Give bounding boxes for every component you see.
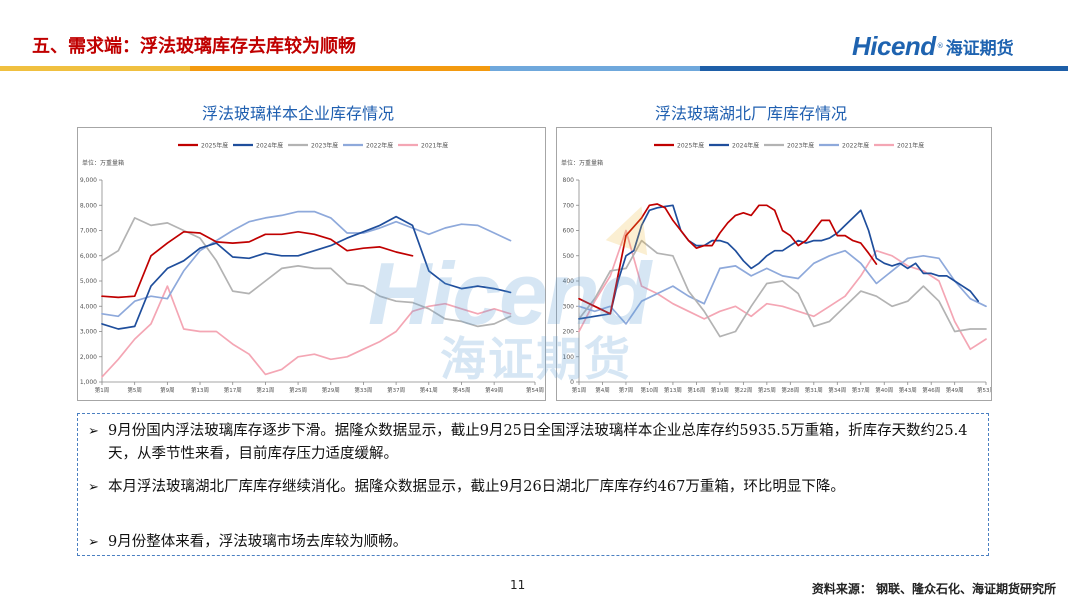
page-number: 11 — [510, 578, 526, 592]
bullet-item: ➢ 本月浮法玻璃湖北厂库库存继续消化。据隆众数据显示，截止9月26日湖北厂库库存… — [88, 476, 976, 499]
hubei-inventory-series-line — [578, 239, 987, 338]
sample-inventory-legend-label: 2022年度 — [366, 142, 393, 150]
header-stripe-darkblue — [700, 66, 1068, 71]
hubei-inventory-legend-label: 2021年度 — [897, 142, 924, 150]
sample-inventory-x-tick-label: 第54周 — [526, 386, 544, 394]
hubei-inventory-x-tick-label: 第25周 — [758, 386, 776, 394]
sample-inventory-legend-label: 2025年度 — [201, 142, 228, 150]
sample-inventory-series-line — [101, 210, 512, 318]
sample-inventory-y-tick-label: 6,000 — [80, 253, 97, 260]
hubei-inventory-y-tick-label: 800 — [563, 177, 575, 184]
sample-inventory-unit-label: 单位：万重量箱 — [82, 159, 124, 167]
hubei-inventory-x-tick-label: 第28周 — [781, 386, 799, 394]
logo-text-en: Hicend — [852, 30, 936, 61]
sample-inventory-x-tick-label: 第33周 — [354, 386, 372, 394]
hubei-inventory-x-tick-label: 第1周 — [572, 386, 587, 394]
arrow-bullet-icon: ➢ — [88, 535, 99, 550]
sample-inventory-y-tick-label: 2,000 — [80, 354, 97, 361]
hubei-inventory-x-tick-label: 第37周 — [852, 386, 870, 394]
header-stripe-lightblue — [490, 66, 700, 71]
hubei-inventory-y-tick-label: 600 — [563, 228, 575, 235]
hubei-inventory-x-tick-label: 第4周 — [595, 386, 610, 394]
hubei-inventory-legend-label: 2024年度 — [732, 142, 759, 150]
bullet-text: 9月份国内浮法玻璃库存逐步下滑。据隆众数据显示，截止9月25日全国浮法玻璃样本企… — [108, 423, 968, 462]
hubei-inventory-y-tick-label: 400 — [563, 278, 575, 285]
chart-title-sample-inventory: 浮法玻璃样本企业库存情况 — [202, 104, 395, 123]
hubei-inventory-unit-label: 单位：万重量箱 — [561, 159, 603, 167]
sample-inventory-x-tick-label: 第9周 — [160, 386, 175, 394]
arrow-bullet-icon: ➢ — [88, 480, 99, 495]
sample-inventory-x-tick-label: 第13周 — [191, 386, 209, 394]
sample-inventory-x-tick-label: 第29周 — [322, 386, 340, 394]
hubei-inventory-x-tick-label: 第43周 — [899, 386, 917, 394]
hubei-inventory-y-tick-label: 200 — [563, 329, 575, 336]
sample-inventory-y-tick-label: 8,000 — [80, 202, 97, 209]
sample-inventory-x-tick-label: 第1周 — [95, 386, 110, 394]
sample-inventory-series-line — [101, 285, 512, 378]
hubei-inventory-legend-label: 2025年度 — [677, 142, 704, 150]
arrow-bullet-icon: ➢ — [88, 424, 99, 439]
sample-inventory-y-tick-label: 1,000 — [80, 379, 97, 386]
hubei-inventory-x-tick-label: 第10周 — [640, 386, 658, 394]
bullet-item: ➢ 9月份国内浮法玻璃库存逐步下滑。据隆众数据显示，截止9月25日全国浮法玻璃样… — [88, 420, 976, 466]
sample-inventory-x-tick-label: 第21周 — [256, 386, 274, 394]
hubei-inventory-x-tick-label: 第40周 — [875, 386, 893, 394]
sample-inventory-x-tick-label: 第25周 — [289, 386, 307, 394]
header-stripe-orange — [190, 66, 490, 71]
company-logo: Hicend ® 海证期货 — [852, 28, 1014, 64]
hubei-inventory-y-tick-label: 0 — [570, 379, 574, 386]
hubei-inventory-x-tick-label: 第19周 — [711, 386, 729, 394]
sample-inventory-x-tick-label: 第45周 — [452, 386, 470, 394]
sample-inventory-legend-label: 2023年度 — [311, 142, 338, 150]
bullet-text: 9月份整体来看，浮法玻璃市场去库较为顺畅。 — [108, 534, 408, 550]
hubei-inventory-x-tick-label: 第49周 — [946, 386, 964, 394]
logo-registered-mark: ® — [936, 42, 944, 50]
sample-inventory-x-tick-label: 第41周 — [420, 386, 438, 394]
hubei-inventory-series-line — [578, 229, 987, 351]
sample-inventory-y-tick-label: 9,000 — [80, 177, 97, 184]
sample-inventory-x-tick-label: 第5周 — [127, 386, 142, 394]
sample-inventory-y-tick-label: 5,000 — [80, 278, 97, 285]
sample-inventory-x-tick-label: 第37周 — [387, 386, 405, 394]
hubei-inventory-x-tick-label: 第16周 — [687, 386, 705, 394]
sample-inventory-y-tick-label: 7,000 — [80, 228, 97, 235]
hubei-inventory-x-tick-label: 第22周 — [734, 386, 752, 394]
hubei-inventory-x-tick-label: 第13周 — [664, 386, 682, 394]
bullet-text: 本月浮法玻璃湖北厂库库存继续消化。据隆众数据显示，截止9月26日湖北厂库库存约4… — [108, 479, 845, 495]
sample-inventory-series-line — [101, 230, 414, 299]
header-stripe-yellow — [0, 66, 190, 71]
sample-inventory-series-line — [101, 217, 512, 328]
hubei-inventory-y-tick-label: 700 — [563, 202, 575, 209]
bullet-item: ➢ 9月份整体来看，浮法玻璃市场去库较为顺畅。 — [88, 531, 976, 554]
summary-box: ➢ 9月份国内浮法玻璃库存逐步下滑。据隆众数据显示，截止9月25日全国浮法玻璃样… — [77, 413, 989, 556]
chart-hubei-inventory: 2025年度 2024年度 2023年度 2022年度 2021年度单位：万重量箱 0 10… — [556, 127, 992, 401]
sample-inventory-legend-label: 2024年度 — [256, 142, 283, 150]
hubei-inventory-x-tick-label: 第53周 — [977, 386, 991, 394]
hubei-inventory-series-line — [578, 204, 980, 320]
page-title: 五、需求端：浮法玻璃库存去库较为顺畅 — [32, 36, 356, 57]
logo-text-cn: 海证期货 — [945, 38, 1014, 59]
hubei-inventory-series-line — [578, 249, 987, 325]
sample-inventory-series-line — [101, 215, 512, 330]
sample-inventory-x-tick-label: 第49周 — [485, 386, 503, 394]
sample-inventory-x-tick-label: 第17周 — [224, 386, 242, 394]
source-note: 资料来源： 钢联、隆众石化、海证期货研究所 — [811, 582, 1056, 596]
sample-inventory-y-tick-label: 4,000 — [80, 303, 97, 310]
hubei-inventory-series-line — [578, 203, 878, 315]
chart-title-hubei-inventory: 浮法玻璃湖北厂库库存情况 — [655, 104, 848, 123]
sample-inventory-y-tick-label: 3,000 — [80, 329, 97, 336]
chart-sample-inventory: 2025年度 2024年度 2023年度 2022年度 2021年度单位：万重量箱 1,0… — [77, 127, 546, 401]
hubei-inventory-y-tick-label: 500 — [563, 253, 575, 260]
hubei-inventory-x-tick-label: 第31周 — [805, 386, 823, 394]
hubei-inventory-legend-label: 2023年度 — [787, 142, 814, 150]
sample-inventory-legend-label: 2021年度 — [421, 142, 448, 150]
hubei-inventory-y-tick-label: 300 — [563, 303, 575, 310]
hubei-inventory-legend-label: 2022年度 — [842, 142, 869, 150]
hubei-inventory-x-tick-label: 第7周 — [619, 386, 634, 394]
hubei-inventory-y-tick-label: 100 — [563, 354, 575, 361]
hubei-inventory-x-tick-label: 第46周 — [922, 386, 940, 394]
hubei-inventory-x-tick-label: 第34周 — [828, 386, 846, 394]
